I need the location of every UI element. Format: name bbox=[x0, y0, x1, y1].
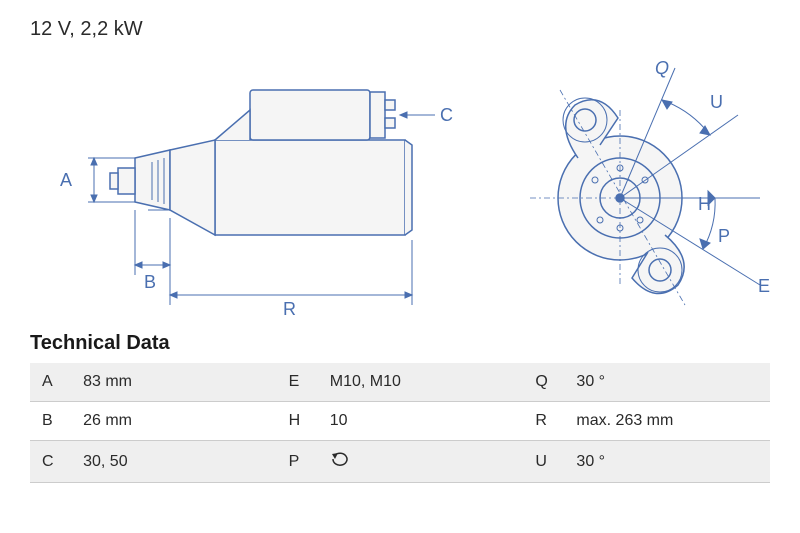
param-value: 26 mm bbox=[71, 402, 277, 441]
param-label: H bbox=[277, 402, 318, 441]
dim-label-h: H bbox=[698, 194, 711, 214]
technical-data-table: A83 mmEM10, M10Q30 °B26 mmH10Rmax. 263 m… bbox=[30, 363, 770, 483]
param-label: P bbox=[277, 441, 318, 483]
dim-label-e: E bbox=[758, 276, 770, 296]
dim-label-q: Q bbox=[655, 58, 669, 78]
dim-label-c: C bbox=[440, 105, 453, 125]
dim-label-p: P bbox=[718, 226, 730, 246]
technical-data-section: Technical Data A83 mmEM10, M10Q30 °B26 m… bbox=[30, 332, 770, 483]
dim-label-a: A bbox=[60, 170, 72, 190]
table-row: A83 mmEM10, M10Q30 ° bbox=[30, 363, 770, 402]
param-value: M10, M10 bbox=[318, 363, 524, 402]
param-value bbox=[318, 441, 524, 483]
table-row: B26 mmH10Rmax. 263 mm bbox=[30, 402, 770, 441]
rotation-icon bbox=[330, 451, 348, 469]
param-label: Q bbox=[523, 363, 564, 402]
param-value: 30 ° bbox=[564, 363, 770, 402]
param-value: 30, 50 bbox=[71, 441, 277, 483]
param-label: U bbox=[523, 441, 564, 483]
param-label: A bbox=[30, 363, 71, 402]
param-label: B bbox=[30, 402, 71, 441]
param-label: R bbox=[523, 402, 564, 441]
param-label: C bbox=[30, 441, 71, 483]
table-row: C30, 50P U30 ° bbox=[30, 441, 770, 483]
diagram-svg: A B R C bbox=[0, 40, 800, 320]
spec-header: 12 V, 2,2 kW bbox=[30, 18, 143, 41]
technical-diagram: A B R C bbox=[0, 40, 800, 320]
param-value: 83 mm bbox=[71, 363, 277, 402]
dim-label-u: U bbox=[710, 92, 723, 112]
param-label: E bbox=[277, 363, 318, 402]
param-value: max. 263 mm bbox=[564, 402, 770, 441]
param-value: 10 bbox=[318, 402, 524, 441]
param-value: 30 ° bbox=[564, 441, 770, 483]
dim-label-r: R bbox=[283, 299, 296, 319]
dim-label-b: B bbox=[144, 272, 156, 292]
table-title: Technical Data bbox=[30, 332, 770, 355]
